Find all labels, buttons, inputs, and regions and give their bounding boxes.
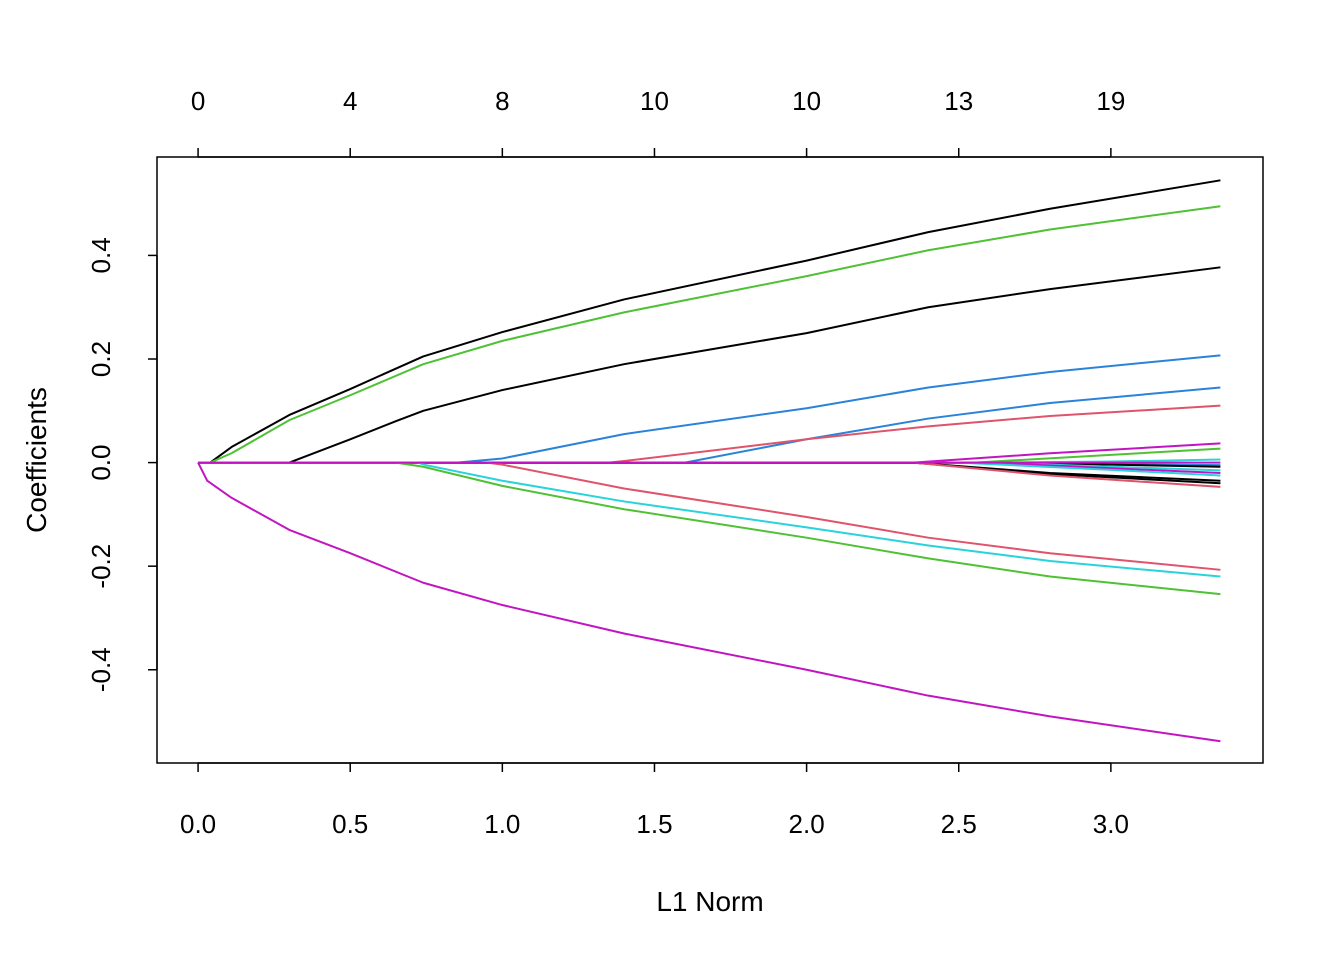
x-axis-title: L1 Norm xyxy=(656,886,763,917)
top-tick-label: 19 xyxy=(1096,86,1125,116)
x-axis-top: 0 4 8 10 10 13 19 xyxy=(191,86,1125,158)
top-tick-label: 0 xyxy=(191,86,205,116)
series-line-2 xyxy=(198,205,1221,464)
top-tick-label: 10 xyxy=(792,86,821,116)
y-axis-title: Coefficients xyxy=(21,387,52,533)
series-line-20 xyxy=(198,461,1221,596)
y-tick-label: 0.2 xyxy=(86,341,116,377)
series-line-21 xyxy=(197,462,1221,743)
x-axis-bottom: 0.0 0.5 1.0 1.5 2.0 2.5 3.0 xyxy=(180,762,1129,839)
series-line-3 xyxy=(198,266,1221,464)
x-tick-label: 3.0 xyxy=(1093,809,1129,839)
x-tick-label: 1.0 xyxy=(484,809,520,839)
series-line-1 xyxy=(198,179,1221,464)
x-tick-label: 2.0 xyxy=(789,809,825,839)
top-tick-label: 4 xyxy=(343,86,357,116)
x-tick-label: 0.5 xyxy=(332,809,368,839)
x-tick-label: 2.5 xyxy=(941,809,977,839)
y-tick-label: 0.0 xyxy=(86,445,116,481)
series-layer xyxy=(197,179,1221,743)
top-tick-label: 10 xyxy=(640,86,669,116)
series-line-4 xyxy=(198,354,1221,464)
y-tick-label: -0.2 xyxy=(86,544,116,589)
y-tick-label: 0.4 xyxy=(86,237,116,273)
plot-area-frame xyxy=(156,156,1264,764)
top-tick-label: 8 xyxy=(495,86,509,116)
series-line-7 xyxy=(198,442,1221,464)
top-tick-label: 13 xyxy=(944,86,973,116)
x-tick-label: 1.5 xyxy=(636,809,672,839)
series-line-6 xyxy=(198,404,1221,464)
y-axis-left: -0.4 -0.2 0.0 0.2 0.4 xyxy=(86,237,158,692)
y-tick-label: -0.4 xyxy=(86,647,116,692)
x-tick-label: 0.0 xyxy=(180,809,216,839)
series-line-19 xyxy=(198,461,1221,578)
